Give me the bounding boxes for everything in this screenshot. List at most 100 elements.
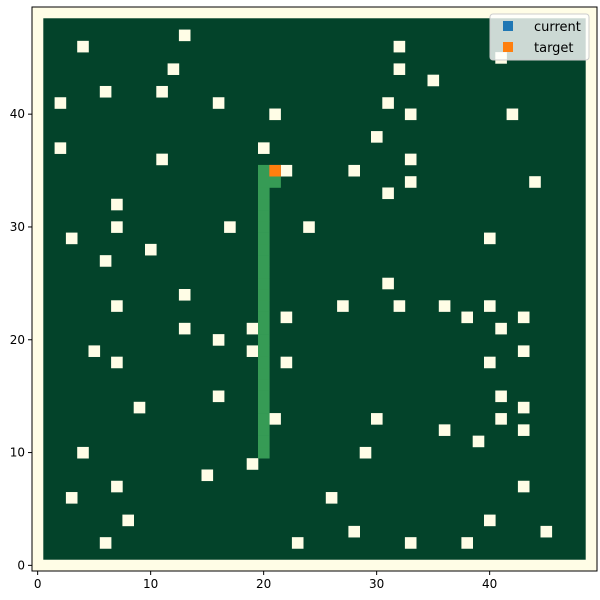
obstacle-cell — [337, 300, 349, 312]
path-cell — [258, 277, 270, 290]
path-cell — [258, 356, 270, 369]
obstacle-cell — [291, 537, 304, 549]
obstacle-cell — [348, 525, 360, 538]
obstacle-cell — [77, 446, 89, 459]
obstacle-cell — [280, 356, 293, 369]
y-tick-label: 30 — [10, 220, 25, 234]
obstacle-cell — [303, 221, 315, 233]
path-cell — [258, 345, 270, 357]
obstacle-cell — [393, 300, 406, 312]
path-cell — [258, 379, 270, 391]
obstacle-cell — [529, 176, 541, 188]
obstacle-cell — [201, 469, 214, 482]
path-cell — [258, 311, 270, 324]
obstacle-cell — [517, 401, 530, 414]
path-cell — [258, 187, 270, 200]
obstacle-cell — [484, 300, 496, 312]
obstacle-cell — [111, 480, 123, 493]
path-layer — [258, 164, 281, 459]
obstacle-cell — [382, 97, 394, 109]
obstacle-cell — [404, 176, 417, 188]
field-area — [43, 18, 586, 560]
path-cell — [258, 210, 270, 222]
obstacle-cell — [111, 198, 123, 211]
y-tick-label: 0 — [17, 558, 25, 572]
obstacle-cell — [484, 356, 496, 369]
obstacle-cell — [178, 289, 191, 301]
legend: current target — [489, 13, 590, 61]
x-tick-label: 0 — [34, 577, 42, 591]
path-cell — [258, 266, 270, 279]
y-tick-label: 40 — [10, 107, 25, 121]
obstacle-cell — [156, 153, 168, 166]
obstacle-cell — [246, 322, 259, 335]
target-cell — [269, 164, 281, 177]
x-tick-label: 10 — [143, 577, 158, 591]
obstacle-cell — [246, 345, 259, 357]
path-cell — [258, 435, 270, 448]
path-cell — [258, 255, 270, 267]
path-cell — [258, 300, 270, 312]
obstacle-cell — [540, 525, 553, 538]
x-tick-label: 30 — [369, 577, 384, 591]
obstacle-cell — [438, 300, 451, 312]
obstacle-cell — [404, 108, 417, 121]
path-cell — [258, 243, 270, 256]
obstacle-cell — [348, 164, 360, 177]
obstacle-cell — [145, 243, 157, 256]
path-cell — [258, 334, 270, 346]
x-axis: 0 10 20 30 40 — [34, 571, 497, 591]
obstacle-cell — [269, 413, 281, 425]
path-cell — [258, 176, 270, 188]
obstacle-cell — [371, 131, 383, 143]
obstacle-cell — [393, 40, 406, 53]
path-cell — [258, 322, 270, 335]
obstacle-cell — [77, 40, 89, 53]
obstacle-cell — [258, 142, 270, 154]
obstacle-cell — [472, 435, 485, 448]
legend-label-current: current — [534, 20, 581, 35]
obstacle-layer — [54, 29, 553, 549]
axes-frame — [31, 6, 598, 572]
legend-label-target: target — [534, 41, 574, 56]
legend-swatch-current — [503, 21, 513, 31]
obstacle-cell — [133, 401, 146, 414]
obstacle-cell — [495, 322, 507, 335]
obstacle-cell — [495, 390, 507, 403]
obstacle-cell — [269, 108, 281, 121]
obstacle-cell — [325, 492, 338, 504]
obstacle-cell — [178, 29, 191, 42]
path-cell — [258, 232, 270, 245]
legend-box — [489, 13, 590, 61]
obstacle-cell — [65, 492, 78, 504]
y-axis: 0 10 20 30 40 — [10, 107, 32, 572]
obstacle-cell — [111, 300, 123, 312]
obstacle-cell — [382, 187, 394, 200]
y-tick-label: 10 — [10, 446, 25, 460]
obstacle-cell — [54, 142, 67, 154]
x-tick-label: 40 — [482, 577, 497, 591]
obstacle-cell — [212, 334, 225, 346]
path-cell — [258, 367, 270, 380]
obstacle-cell — [382, 277, 394, 290]
obstacle-cell — [156, 85, 168, 98]
obstacle-cell — [246, 458, 259, 470]
obstacle-cell — [461, 311, 473, 324]
obstacle-cell — [484, 232, 496, 245]
obstacle-cell — [212, 97, 225, 109]
obstacle-cell — [99, 255, 112, 267]
obstacle-cell — [371, 413, 383, 425]
path-cell — [258, 289, 270, 301]
y-tick-label: 20 — [10, 333, 25, 347]
obstacle-cell — [484, 514, 496, 527]
obstacle-cell — [280, 311, 293, 324]
obstacle-cell — [404, 537, 417, 549]
obstacle-cell — [404, 153, 417, 166]
path-cell — [258, 164, 270, 177]
obstacle-cell — [495, 413, 507, 425]
path-cell — [258, 221, 270, 233]
obstacle-cell — [517, 345, 530, 357]
obstacle-cell — [517, 311, 530, 324]
obstacle-cell — [122, 514, 134, 527]
